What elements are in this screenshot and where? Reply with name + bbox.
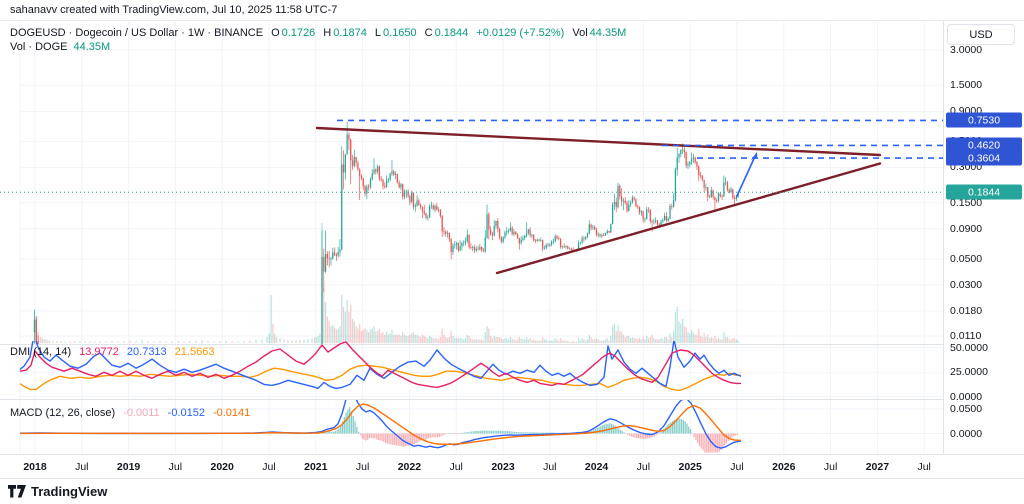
indicator-value: 13.9772: [79, 346, 119, 358]
open-label: O: [271, 27, 280, 39]
macd-legend: MACD (12, 26, close) -0.0011 -0.0152 -0.014…: [10, 407, 250, 419]
close-value: 0.1844: [434, 27, 469, 39]
tradingview-logo-icon[interactable]: [8, 485, 26, 498]
price-level-flag: 0.7530: [946, 112, 1022, 128]
macd-title[interactable]: MACD (12, 26, close): [10, 407, 116, 419]
symbol-title[interactable]: DOGEUSD · Dogecoin / US Dollar · 1W · BI…: [10, 27, 264, 39]
time-axis-label: 2020: [210, 461, 234, 473]
time-axis-label: Jul: [355, 461, 370, 473]
time-axis-label: Jul: [636, 461, 651, 473]
tradingview-brand-text[interactable]: TradingView: [31, 484, 108, 499]
volume-study-value: 44.35M: [73, 41, 111, 53]
attribution-bar: sahanavv created with TradingView.com, J…: [0, 0, 1024, 21]
high-value: 0.1874: [333, 27, 367, 39]
time-axis-label: 2025: [678, 461, 702, 473]
price-axis-label: 0.0180: [950, 304, 983, 317]
attribution-text: sahanavv created with TradingView.com, J…: [10, 4, 338, 16]
dmi-pane: [20, 341, 742, 392]
volume-legend: Vol · DOGE 44.35M: [10, 41, 110, 54]
time-axis-label: Jul: [168, 461, 183, 473]
time-axis-label: 2019: [116, 461, 141, 473]
dmi-title[interactable]: DMI (14, 14): [10, 346, 72, 358]
price-level-flag: 0.4620: [946, 137, 1022, 153]
volume-study-title[interactable]: Vol · DOGE: [10, 41, 68, 53]
symbol-legend: DOGEUSD · Dogecoin / US Dollar · 1W · BI…: [10, 27, 626, 40]
candlesticks: [33, 121, 739, 344]
price-axis-label: 1.5000: [950, 79, 983, 92]
grid-lines: [20, 22, 943, 454]
price-level-lines: [337, 119, 943, 159]
currency-toggle-button[interactable]: USD: [947, 24, 1015, 45]
price-level-flag: 0.3604: [946, 150, 1022, 166]
price-axis-label: 25.0000: [950, 366, 988, 379]
projection-arrow: [735, 152, 758, 198]
volume-label: Vol: [572, 27, 588, 39]
time-axis-label: 2018: [23, 461, 47, 473]
price-axis-label: 0.0500: [950, 252, 983, 265]
time-axis-label: Jul: [823, 461, 838, 473]
bottom-toolbar: TradingView: [0, 478, 1024, 504]
time-axis-label: 2021: [304, 461, 328, 473]
price-axis-label: 0.0500: [950, 403, 983, 415]
time-axis-label: Jul: [262, 461, 276, 473]
low-label: L: [374, 27, 382, 39]
open-value: 0.1726: [281, 27, 316, 39]
indicator-value: 21.5663: [174, 346, 215, 358]
dmi-legend: DMI (14, 14) 13.9772 20.7313 21.5663: [10, 346, 214, 358]
price-axis[interactable]: 3.00001.50000.90000.50000.30000.15000.09…: [943, 21, 1024, 478]
indicator-value: -0.0011: [123, 407, 160, 419]
close-label: C: [424, 27, 433, 39]
price-axis-label: 0.0000: [950, 390, 983, 403]
indicator-value: 20.7313: [126, 346, 167, 358]
indicator-value: -0.0141: [212, 407, 251, 419]
time-axis-label: 2023: [491, 461, 515, 473]
volume-value: 44.35M: [589, 27, 627, 39]
price-axis-label: 50.0000: [950, 341, 988, 354]
macd-pane: [20, 400, 742, 453]
price-axis-label: 0.0000: [950, 427, 983, 440]
time-axis-label: Jul: [543, 461, 557, 473]
time-axis[interactable]: 2018 Jul 2019 Jul 2020 Jul 2021 Jul 2022 Jul 2023 J…: [0, 454, 1024, 479]
price-axis-label: 3.0000: [950, 43, 983, 56]
current-price-flag: 0.1844: [946, 184, 1022, 200]
price-axis-label: 0.1500: [950, 196, 983, 209]
price-axis-label: 0.0110: [950, 330, 982, 343]
time-axis-label: Jul: [75, 461, 89, 473]
time-axis-label: Jul: [730, 461, 744, 473]
volume-bars: [33, 223, 739, 343]
time-axis-label: 2022: [397, 461, 422, 473]
high-label: H: [323, 27, 332, 39]
change-value: +0.0129 (+7.52%): [476, 27, 565, 39]
time-axis-label: Jul: [917, 461, 931, 473]
time-axis-label: Jul: [449, 461, 463, 473]
time-axis-label: 2027: [865, 461, 890, 473]
price-axis-label: 0.0300: [950, 278, 983, 291]
price-axis-label: 0.0900: [950, 222, 983, 235]
indicator-value: -0.0152: [167, 407, 205, 419]
low-value: 0.1650: [383, 27, 417, 39]
time-axis-label: 2024: [584, 461, 609, 473]
trendlines: [315, 126, 882, 275]
time-axis-label: 2026: [772, 461, 796, 473]
